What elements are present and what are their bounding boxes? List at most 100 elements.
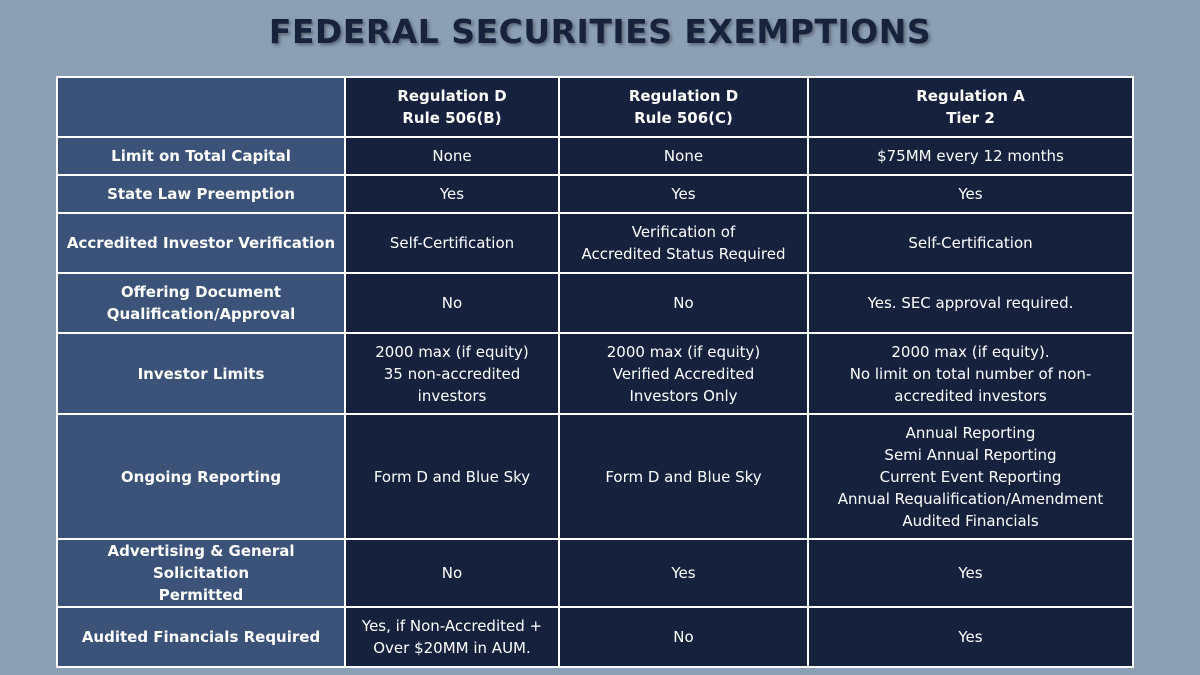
table-row: Advertising & General Solicitation Permit… [56, 538, 1134, 608]
cell-line: Yes [671, 185, 696, 203]
comparison-table: Regulation D Rule 506(B) Regulation D Rule … [56, 76, 1134, 668]
cell-line: Regulation D [628, 87, 739, 105]
cell-line: $75MM every 12 months [877, 147, 1064, 165]
cell-line: Yes [671, 564, 696, 582]
cell-line: Annual Reporting [905, 423, 1036, 442]
cell-line: Investor Limits [137, 364, 265, 383]
cell-line: Tier 2 [946, 109, 995, 127]
cell-line: Verification of [631, 223, 736, 241]
row-label: Accredited Investor Verification [56, 212, 346, 274]
table-cell: None [344, 136, 560, 176]
header-corner [56, 76, 346, 138]
row-label: Limit on Total Capital [56, 136, 346, 176]
cell-line: Permitted [158, 586, 244, 604]
table-cell: No [344, 538, 560, 608]
cell-line: Limit on Total Capital [111, 147, 291, 165]
table-cell: Verification of Accredited Status Require… [558, 212, 809, 274]
cell-line: Accredited Status Required [581, 245, 786, 263]
cell-line: Audited Financials Required [81, 628, 321, 646]
table-cell: No [558, 272, 809, 334]
cell-line: accredited investors [894, 386, 1047, 405]
cell-line: Verified Accredited [612, 364, 755, 383]
cell-line: Offering Document [120, 283, 282, 301]
cell-line: No [673, 294, 694, 312]
cell-line: None [663, 147, 704, 165]
cell-line: Yes [958, 628, 983, 646]
cell-line: Annual Requalification/Amendment [837, 489, 1104, 508]
table-cell: Yes [558, 538, 809, 608]
cell-line: Form D and Blue Sky [605, 467, 762, 486]
cell-line: State Law Preemption [107, 185, 295, 203]
table-cell: None [558, 136, 809, 176]
cell-line: Rule 506(C) [634, 109, 733, 127]
table-cell: Yes [807, 606, 1134, 668]
cell-line: Yes, if Non-Accredited + [361, 617, 543, 635]
table-cell: Self-Certification [807, 212, 1134, 274]
table-cell: Yes. SEC approval required. [807, 272, 1134, 334]
cell-line: 2000 max (if equity) [606, 342, 761, 361]
cell-line: Yes. SEC approval required. [867, 294, 1074, 312]
cell-line: 2000 max (if equity) [375, 342, 529, 361]
cell-line: Yes [439, 185, 465, 203]
table-cell: Form D and Blue Sky [344, 413, 560, 540]
table-cell: $75MM every 12 months [807, 136, 1134, 176]
cell-line: No [441, 294, 463, 312]
table-cell: Self-Certification [344, 212, 560, 274]
cell-line: 2000 max (if equity). [891, 342, 1050, 361]
title: FEDERAL SECURITIES EXEMPTIONS [268, 12, 932, 51]
cell-line: Ongoing Reporting [120, 467, 282, 486]
table-body: Regulation D Rule 506(B) Regulation D Rule … [56, 76, 1134, 668]
table-row: Audited Financials Required Yes, if Non-A… [56, 606, 1134, 668]
cell-line: No limit on total number of non- [849, 364, 1092, 383]
cell-line: Advertising & General Solicitation [107, 542, 295, 582]
cell-line: None [432, 147, 472, 165]
table-row: State Law Preemption Yes Yes Yes [56, 174, 1134, 214]
cell-line: Audited Financials [902, 511, 1039, 530]
cell-line: Yes [958, 185, 983, 203]
table-cell: 2000 max (if equity). No limit on total n… [807, 332, 1134, 415]
cell-line: Rule 506(B) [402, 109, 502, 127]
table-row: Ongoing Reporting Form D and Blue Sky Form… [56, 413, 1134, 540]
table-cell: Form D and Blue Sky [558, 413, 809, 540]
table-cell: No [558, 606, 809, 668]
row-label: State Law Preemption [56, 174, 346, 214]
cell-line: Regulation A [916, 87, 1025, 105]
row-label: Offering Document Qualification/Approval [56, 272, 346, 334]
cell-line: investors [417, 386, 487, 405]
row-label: Ongoing Reporting [56, 413, 346, 540]
table-cell: 2000 max (if equity) Verified Accredited I… [558, 332, 809, 415]
header-cell: Regulation A Tier 2 [807, 76, 1134, 138]
cell-line: Yes [958, 564, 983, 582]
cell-line: Current Event Reporting [879, 467, 1062, 486]
cell-line: Qualification/Approval [106, 305, 296, 323]
cell-line: Accredited Investor Verification [66, 234, 336, 252]
cell-line: 35 non-accredited [383, 364, 521, 383]
cell-line: Semi Annual Reporting [884, 445, 1057, 464]
row-label: Audited Financials Required [56, 606, 346, 668]
table-cell: No [344, 272, 560, 334]
cell-line: Regulation D [397, 87, 507, 105]
table-row: Investor Limits 2000 max (if equity) 35 no… [56, 332, 1134, 415]
table-cell: Yes, if Non-Accredited + Over $20MM in AU… [344, 606, 560, 668]
cell-line: Self-Certification [908, 234, 1033, 252]
table-cell: Annual Reporting Semi Annual Reporting Cur… [807, 413, 1134, 540]
table-cell: 2000 max (if equity) 35 non-accredited inv… [344, 332, 560, 415]
table-row: Accredited Investor Verification Self-Cer… [56, 212, 1134, 274]
row-label: Investor Limits [56, 332, 346, 415]
cell-line: Over $20MM in AUM. [373, 639, 531, 657]
header-cell: Regulation D Rule 506(B) [344, 76, 560, 138]
table-row: Offering Document Qualification/Approval N… [56, 272, 1134, 334]
cell-line: Self-Certification [389, 234, 515, 252]
cell-line: Form D and Blue Sky [373, 467, 531, 486]
cell-line: Investors Only [629, 386, 738, 405]
table-cell: Yes [344, 174, 560, 214]
header-row: Regulation D Rule 506(B) Regulation D Rule … [56, 76, 1134, 138]
cell-line: No [441, 564, 463, 582]
table-row: Limit on Total Capital None None $75MM ever… [56, 136, 1134, 176]
cell-line: No [673, 628, 694, 646]
table-cell: Yes [558, 174, 809, 214]
row-label: Advertising & General Solicitation Permit… [56, 538, 346, 608]
header-cell: Regulation D Rule 506(C) [558, 76, 809, 138]
table-cell: Yes [807, 174, 1134, 214]
